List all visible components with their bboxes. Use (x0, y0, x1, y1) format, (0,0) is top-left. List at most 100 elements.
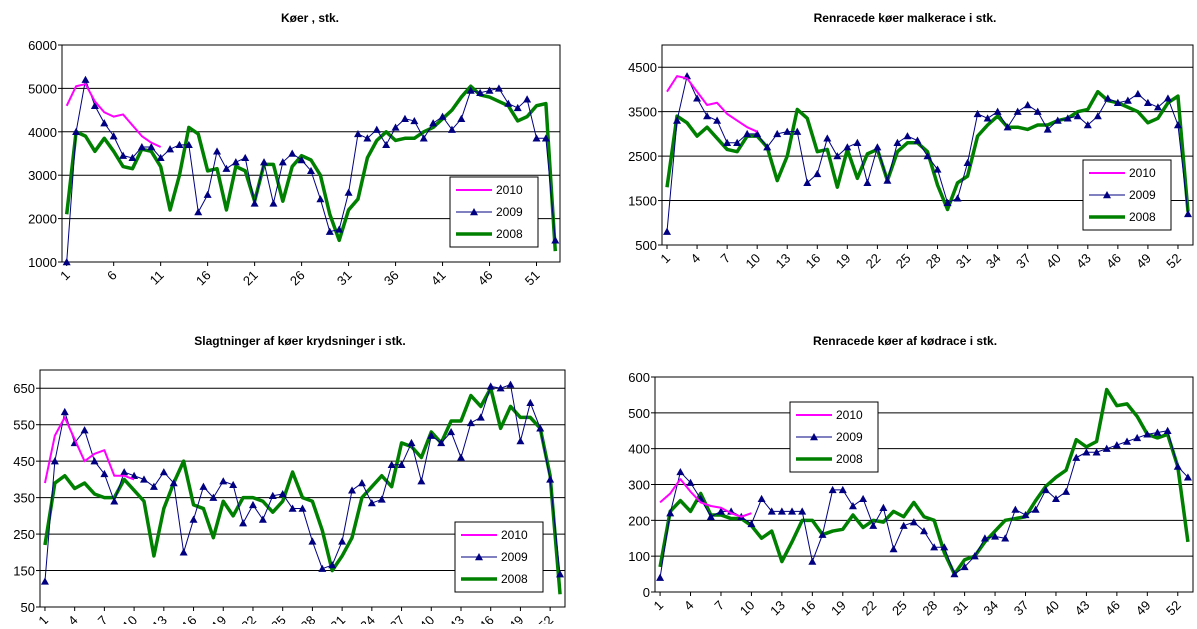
x-tick-label: 6 (104, 268, 120, 284)
y-tick-label: 2000 (28, 212, 57, 227)
x-tick-label: 16 (193, 268, 214, 289)
x-tick-label: 40 (1041, 598, 1062, 619)
data-point (175, 140, 184, 149)
y-tick-label: 400 (628, 442, 650, 457)
data-point (883, 176, 892, 184)
data-point (1073, 112, 1082, 120)
y-tick-label: 550 (13, 418, 35, 433)
legend-marker (470, 208, 478, 216)
data-point (137, 142, 146, 151)
data-point (308, 537, 317, 545)
data-point (260, 158, 269, 166)
data-point (328, 561, 337, 569)
legend-label: 2009 (1129, 188, 1156, 202)
data-point (278, 489, 287, 498)
data-point (873, 143, 882, 151)
data-point (869, 521, 878, 529)
data-point (723, 138, 732, 146)
x-tick-label: 16 (798, 598, 819, 619)
data-point (250, 199, 259, 207)
data-point (1033, 107, 1042, 115)
chart-title: Renracede køer malkerace i stk. (814, 11, 997, 25)
data-point (663, 227, 672, 235)
x-tick-label: 1 (57, 268, 73, 284)
x-tick-label: 43 (1072, 598, 1093, 619)
data-point (818, 530, 827, 538)
x-tick-label: 28 (298, 613, 319, 624)
data-point (823, 134, 832, 142)
x-tick-label: 37 (1011, 598, 1032, 619)
data-point (903, 132, 912, 140)
data-point (666, 509, 675, 517)
data-point (783, 127, 792, 135)
data-point (372, 125, 381, 133)
x-tick-label: 34 (980, 598, 1001, 619)
x-tick-label: 28 (919, 598, 940, 619)
data-point (747, 519, 756, 528)
data-point (536, 424, 545, 432)
y-tick-label: 6000 (28, 38, 57, 53)
x-tick-label: 40 (1043, 251, 1064, 272)
chart-panel: Slagtninger af køer krydsninger i stk. 50… (13, 334, 566, 629)
data-point (960, 562, 969, 571)
legend-label: 2009 (501, 550, 528, 564)
data-point (913, 136, 922, 144)
data-point (943, 198, 952, 206)
chart-panel: Renracede køer af kødrace i stk. 0 100 200 3… (628, 334, 1194, 619)
legend-marker (810, 433, 818, 441)
y-tick-label: 1500 (628, 194, 657, 209)
data-point (288, 149, 297, 157)
chart-title: Køer , stk. (281, 11, 339, 25)
x-tick-label: 49 (1133, 251, 1154, 272)
data-point (72, 127, 81, 135)
data-point (494, 84, 503, 92)
data-point (222, 164, 231, 172)
data-point (991, 532, 1000, 540)
data-point (367, 499, 376, 507)
data-point (166, 145, 175, 153)
data-point (656, 573, 665, 581)
data-point (239, 519, 248, 527)
data-point (1163, 94, 1172, 102)
data-point (120, 468, 129, 476)
data-point (733, 138, 742, 146)
x-tick-label: 7 (718, 251, 734, 267)
series-line (666, 75, 758, 133)
data-point (526, 398, 535, 407)
data-point (808, 557, 817, 565)
data-point (1173, 121, 1182, 129)
x-tick-label: 31 (334, 268, 355, 289)
x-tick-label: 34 (983, 251, 1004, 272)
y-tick-label: 2500 (628, 149, 657, 164)
data-point (318, 564, 327, 572)
data-point (147, 142, 156, 151)
data-point (109, 132, 118, 140)
x-tick-label: 52 (1163, 598, 1184, 619)
data-point (397, 460, 406, 468)
data-point (1041, 485, 1050, 494)
legend: 2010 2009 2008 (454, 521, 544, 593)
data-point (1183, 209, 1192, 218)
series-line (64, 84, 558, 252)
x-tick-label: 21 (240, 268, 261, 289)
data-point (130, 471, 139, 479)
legend: 2010 2009 2008 (449, 176, 539, 248)
x-tick-label: 16 (179, 613, 200, 624)
data-point (377, 495, 386, 503)
data-point (80, 426, 89, 434)
data-point (920, 527, 928, 535)
y-tick-label: 500 (628, 406, 650, 421)
legend-label: 2010 (496, 183, 523, 197)
data-point (438, 112, 447, 120)
x-tick-label: 22 (238, 613, 259, 624)
x-tick-label: 10 (119, 613, 140, 624)
data-point (476, 88, 485, 96)
data-point (209, 493, 218, 501)
x-tick-label: 19 (209, 613, 230, 624)
legend-label: 2010 (836, 408, 863, 422)
data-point (848, 502, 857, 510)
data-point (1051, 494, 1060, 503)
y-tick-label: 1000 (28, 255, 57, 270)
data-point (833, 152, 842, 160)
